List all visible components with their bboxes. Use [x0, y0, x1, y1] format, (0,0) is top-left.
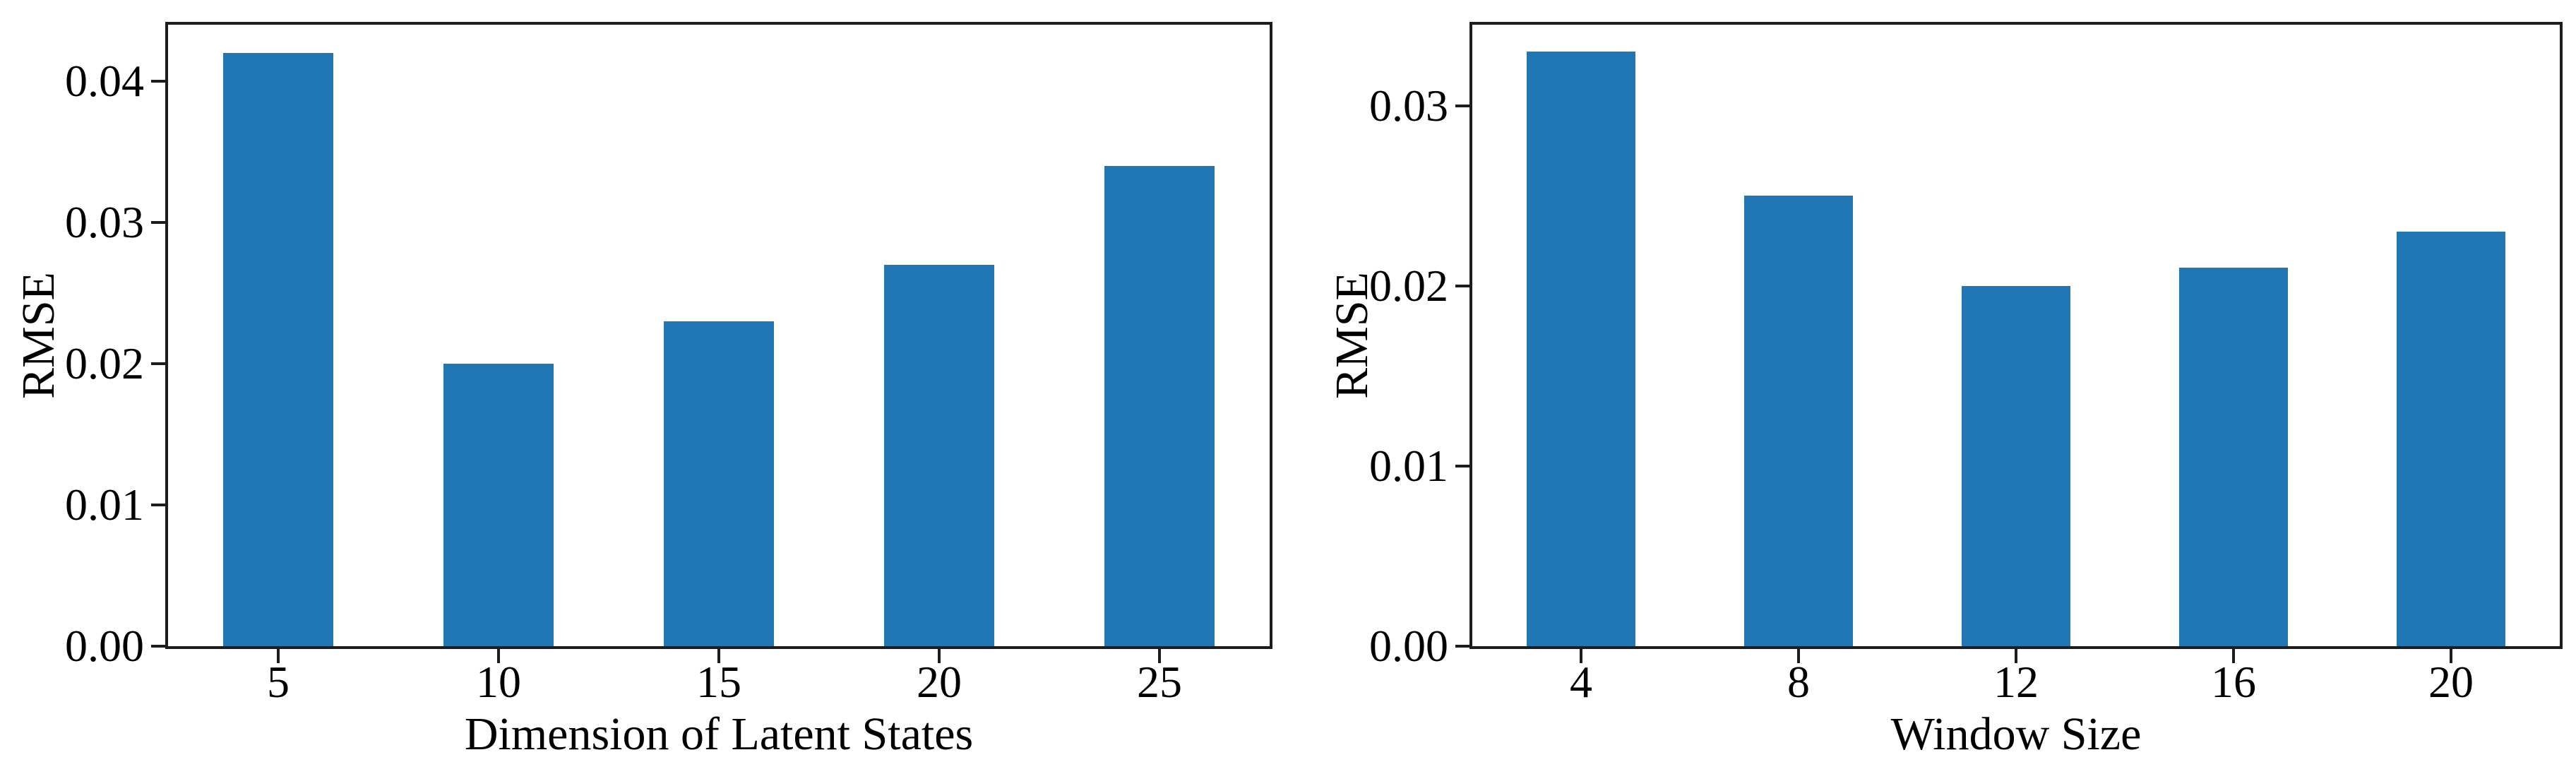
x-tick-label: 20	[2428, 657, 2474, 707]
x-tick-label: 4	[1570, 657, 1592, 707]
y-tick-mark	[151, 645, 165, 648]
bar	[884, 265, 994, 646]
x-tick-label: 16	[2211, 657, 2256, 707]
x-tick-mark	[497, 649, 500, 663]
x-tick-label: 25	[1137, 657, 1182, 707]
x-axis-label: Dimension of Latent States	[464, 708, 974, 760]
y-tick-mark	[1455, 645, 1469, 648]
y-tick-label: 0.00	[65, 621, 144, 671]
x-tick-mark	[2232, 649, 2235, 663]
x-tick-label: 10	[476, 657, 521, 707]
x-tick-mark	[938, 649, 941, 663]
x-tick-mark	[2450, 649, 2452, 663]
y-tick-label: 0.02	[1369, 260, 1448, 311]
x-tick-label: 5	[267, 657, 290, 707]
x-tick-mark	[2015, 649, 2017, 663]
bar	[2179, 268, 2288, 646]
y-tick-mark	[1455, 104, 1469, 107]
y-tick-mark	[151, 362, 165, 365]
y-tick-label: 0.00	[1369, 621, 1448, 671]
y-tick-label: 0.03	[1369, 80, 1448, 131]
y-tick-mark	[151, 80, 165, 83]
x-tick-mark	[277, 649, 280, 663]
x-tick-label: 20	[917, 657, 962, 707]
bar	[664, 321, 774, 646]
bar	[1104, 166, 1215, 646]
x-tick-label: 8	[1787, 657, 1810, 707]
y-tick-label: 0.01	[1369, 440, 1448, 491]
x-tick-label: 15	[696, 657, 741, 707]
y-tick-label: 0.01	[65, 480, 144, 530]
x-tick-mark	[1158, 649, 1161, 663]
bar	[443, 364, 554, 646]
y-tick-label: 0.03	[65, 197, 144, 247]
bar	[1962, 285, 2070, 646]
x-tick-mark	[1580, 649, 1582, 663]
bar	[2397, 232, 2505, 646]
bar	[223, 53, 333, 646]
y-tick-mark	[151, 504, 165, 506]
x-tick-mark	[1797, 649, 1800, 663]
x-tick-label: 12	[1993, 657, 2039, 707]
y-tick-mark	[1455, 464, 1469, 468]
bar	[1744, 196, 1853, 646]
y-tick-label: 0.02	[65, 338, 144, 388]
y-tick-mark	[1455, 284, 1469, 287]
x-axis-label: Window Size	[1890, 708, 2142, 760]
x-tick-mark	[717, 649, 720, 663]
y-tick-label: 0.04	[65, 56, 144, 106]
bar	[1527, 52, 1635, 646]
y-tick-mark	[151, 221, 165, 224]
